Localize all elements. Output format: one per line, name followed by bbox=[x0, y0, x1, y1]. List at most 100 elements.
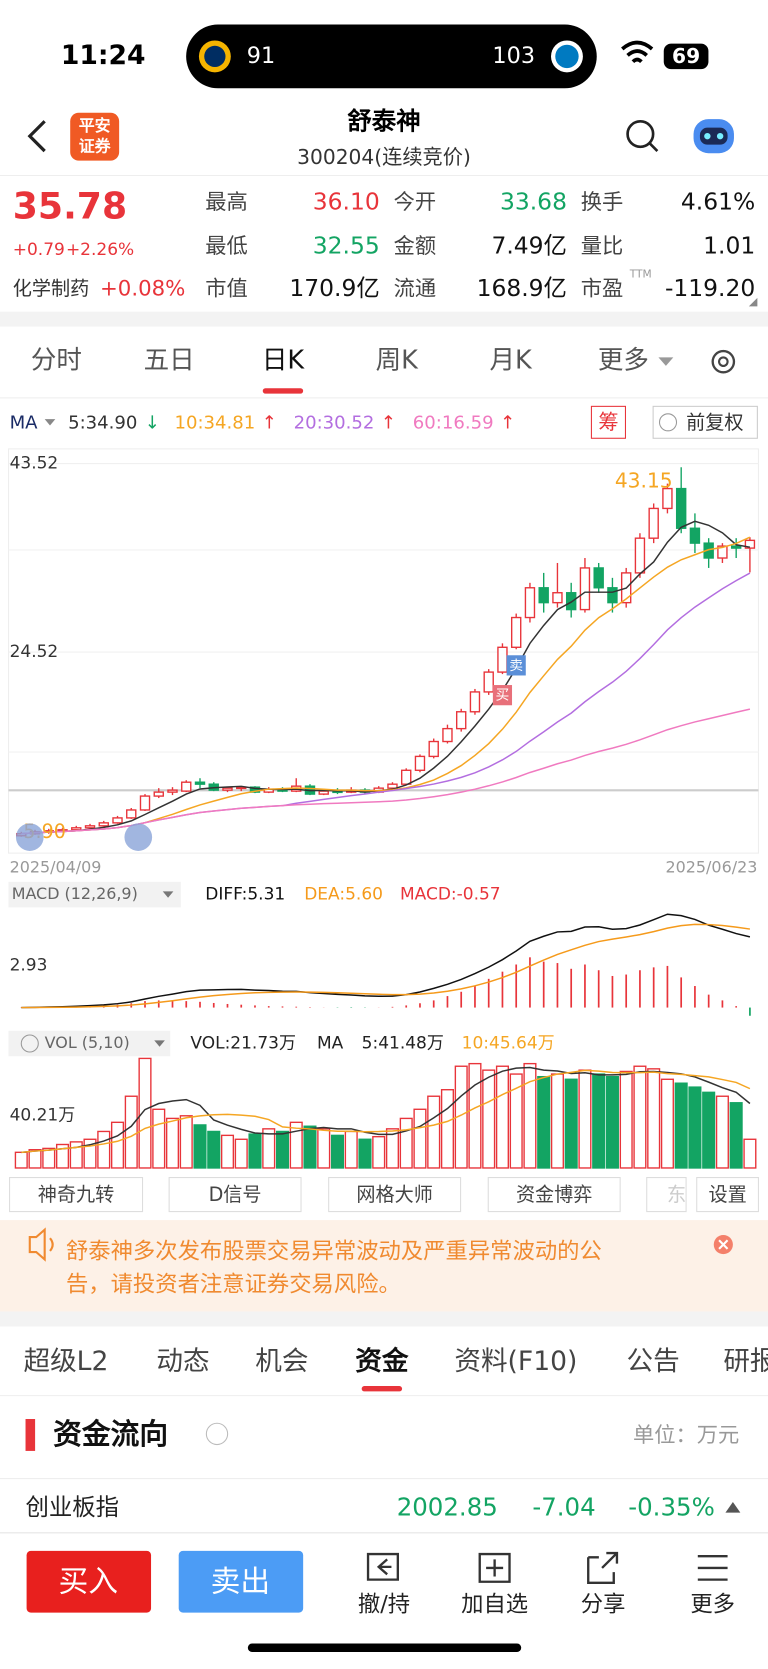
sector: 化学制药 bbox=[13, 277, 90, 300]
high-label: 43.15 bbox=[615, 469, 673, 493]
assistant-face bbox=[699, 127, 728, 145]
home-indicator bbox=[247, 1643, 522, 1652]
notice-line: 告，请投资者注意证券交易风险。 bbox=[66, 1271, 401, 1297]
nav-button[interactable] bbox=[124, 823, 153, 851]
macd-value: MACD:-0.57 bbox=[400, 885, 501, 905]
y-tick-label: 24.52 bbox=[10, 642, 59, 662]
unit: 单位：万元 bbox=[633, 1423, 739, 1448]
candle-body bbox=[717, 545, 728, 559]
x-start: 2025/04/09 bbox=[10, 858, 102, 877]
section-tab[interactable]: 资料(F10) bbox=[454, 1346, 577, 1377]
back-button[interactable] bbox=[27, 120, 46, 153]
candle-body bbox=[387, 783, 398, 789]
volume-bar bbox=[138, 1057, 152, 1169]
settings-button[interactable] bbox=[711, 349, 736, 374]
tool-buttons: 神奇九转 D信号 网格大师 资金博弈 东设置 bbox=[9, 1177, 759, 1213]
change-pct: +2.26% bbox=[66, 240, 134, 260]
team-logo bbox=[204, 45, 226, 68]
candle-body bbox=[565, 592, 577, 611]
period-tab[interactable]: 更多 bbox=[598, 346, 649, 376]
volume-bar bbox=[372, 1135, 386, 1169]
volume-bar bbox=[358, 1138, 372, 1169]
stat-value: 4.61% bbox=[681, 188, 755, 216]
sell-button[interactable] bbox=[178, 1550, 304, 1613]
info-icon[interactable] bbox=[205, 1422, 229, 1446]
action-label[interactable]: 撤/持 bbox=[358, 1592, 410, 1618]
tool-button[interactable] bbox=[487, 1177, 621, 1213]
tool-button[interactable] bbox=[328, 1177, 462, 1213]
candle-body bbox=[662, 487, 673, 510]
action-icon[interactable] bbox=[366, 1552, 399, 1581]
action-icon[interactable] bbox=[697, 1555, 728, 1581]
stat-label: 金额 bbox=[394, 234, 437, 259]
macd-selector[interactable] bbox=[8, 881, 181, 908]
candle-body bbox=[497, 646, 508, 673]
section-tab[interactable]: 超级L2 bbox=[24, 1346, 109, 1377]
signal-tag[interactable] bbox=[492, 685, 513, 706]
ma-value: 10:34.81 bbox=[174, 412, 255, 433]
tool-button[interactable] bbox=[646, 1177, 687, 1213]
ma-legend: MA 5:34.90 ↓ 10:34.81 ↑ 20:30.52 ↑ 60:16.59 ↑ bbox=[10, 412, 516, 433]
stat-label: 今开 bbox=[394, 190, 437, 215]
action-label[interactable]: 加自选 bbox=[461, 1592, 528, 1618]
section-tab[interactable]: 研报 bbox=[723, 1346, 768, 1377]
signal-tag[interactable] bbox=[506, 655, 526, 676]
action-label[interactable]: 分享 bbox=[581, 1592, 626, 1618]
stat-label: 市盈 bbox=[581, 276, 624, 301]
candle-body bbox=[84, 825, 96, 829]
macd-diff: DIFF:5.31 bbox=[205, 885, 285, 905]
ma-arrow: ↑ bbox=[381, 412, 396, 433]
nav-button[interactable] bbox=[15, 823, 44, 851]
volume-bar bbox=[729, 1102, 743, 1169]
signal-label: 卖 bbox=[509, 658, 523, 674]
period-tab[interactable]: 月K bbox=[489, 346, 533, 376]
macd-dea: DEA:5.60 bbox=[304, 885, 383, 905]
candle-body bbox=[126, 809, 137, 819]
stat-value: 32.55 bbox=[313, 231, 380, 259]
period-tab[interactable]: 日K bbox=[262, 346, 306, 376]
battery-level: 69 bbox=[672, 44, 700, 68]
search-button[interactable] bbox=[626, 119, 655, 149]
period-tab[interactable]: 分时 bbox=[31, 346, 82, 376]
candle-body bbox=[579, 567, 591, 611]
buy-button[interactable] bbox=[26, 1550, 152, 1613]
chip-button[interactable] bbox=[590, 405, 626, 439]
vol-ma5: 5:41.48万 bbox=[362, 1034, 444, 1054]
expand-arrow[interactable] bbox=[725, 1501, 741, 1513]
candle-body bbox=[730, 545, 742, 549]
volume-bar bbox=[344, 1130, 358, 1169]
section-tab[interactable]: 动态 bbox=[156, 1346, 209, 1377]
volume-bar bbox=[660, 1078, 674, 1169]
tool-button[interactable] bbox=[9, 1177, 144, 1213]
action-icon[interactable] bbox=[587, 1551, 619, 1584]
volume-bar bbox=[440, 1089, 455, 1169]
period-tab[interactable]: 五日 bbox=[144, 346, 195, 376]
volume-bar bbox=[688, 1086, 702, 1169]
close-icon bbox=[718, 1239, 729, 1250]
section-tab[interactable]: 资金 bbox=[355, 1346, 409, 1377]
tool-button[interactable] bbox=[168, 1177, 302, 1213]
candle-body bbox=[71, 827, 82, 831]
volume-bar bbox=[743, 1138, 757, 1169]
volume-bar bbox=[509, 1073, 523, 1169]
volume-bar bbox=[619, 1070, 633, 1169]
candle-body bbox=[689, 527, 701, 544]
sell-label: 卖出 bbox=[211, 1564, 271, 1599]
adjust-button[interactable] bbox=[652, 405, 758, 439]
action-icon[interactable] bbox=[478, 1552, 511, 1583]
volume-bar bbox=[110, 1121, 125, 1169]
volume-bar bbox=[592, 1073, 606, 1169]
stock-code: 300204(连续竞价) bbox=[297, 145, 471, 169]
candle-body bbox=[318, 790, 329, 795]
section-tab[interactable]: 机会 bbox=[255, 1346, 308, 1377]
stat-label: 量比 bbox=[581, 234, 624, 259]
candle-body bbox=[469, 691, 481, 713]
section-tab[interactable]: 公告 bbox=[627, 1346, 680, 1377]
action-label[interactable]: 更多 bbox=[690, 1592, 735, 1618]
vol-selector[interactable] bbox=[8, 1030, 171, 1057]
candle-body bbox=[112, 817, 123, 824]
tool-button[interactable] bbox=[696, 1177, 759, 1213]
period-tab[interactable]: 周K bbox=[376, 346, 420, 376]
broker-logo bbox=[70, 112, 120, 161]
x-end: 2025/06/23 bbox=[666, 858, 758, 877]
